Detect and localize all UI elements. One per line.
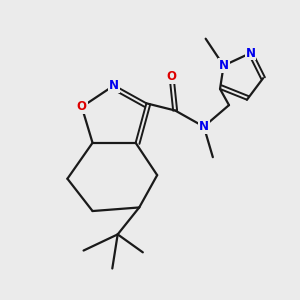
Text: O: O [167, 70, 176, 83]
Text: N: N [219, 59, 229, 72]
Text: N: N [199, 120, 209, 133]
Text: N: N [109, 79, 119, 92]
Text: N: N [245, 46, 256, 59]
Text: O: O [77, 100, 87, 113]
